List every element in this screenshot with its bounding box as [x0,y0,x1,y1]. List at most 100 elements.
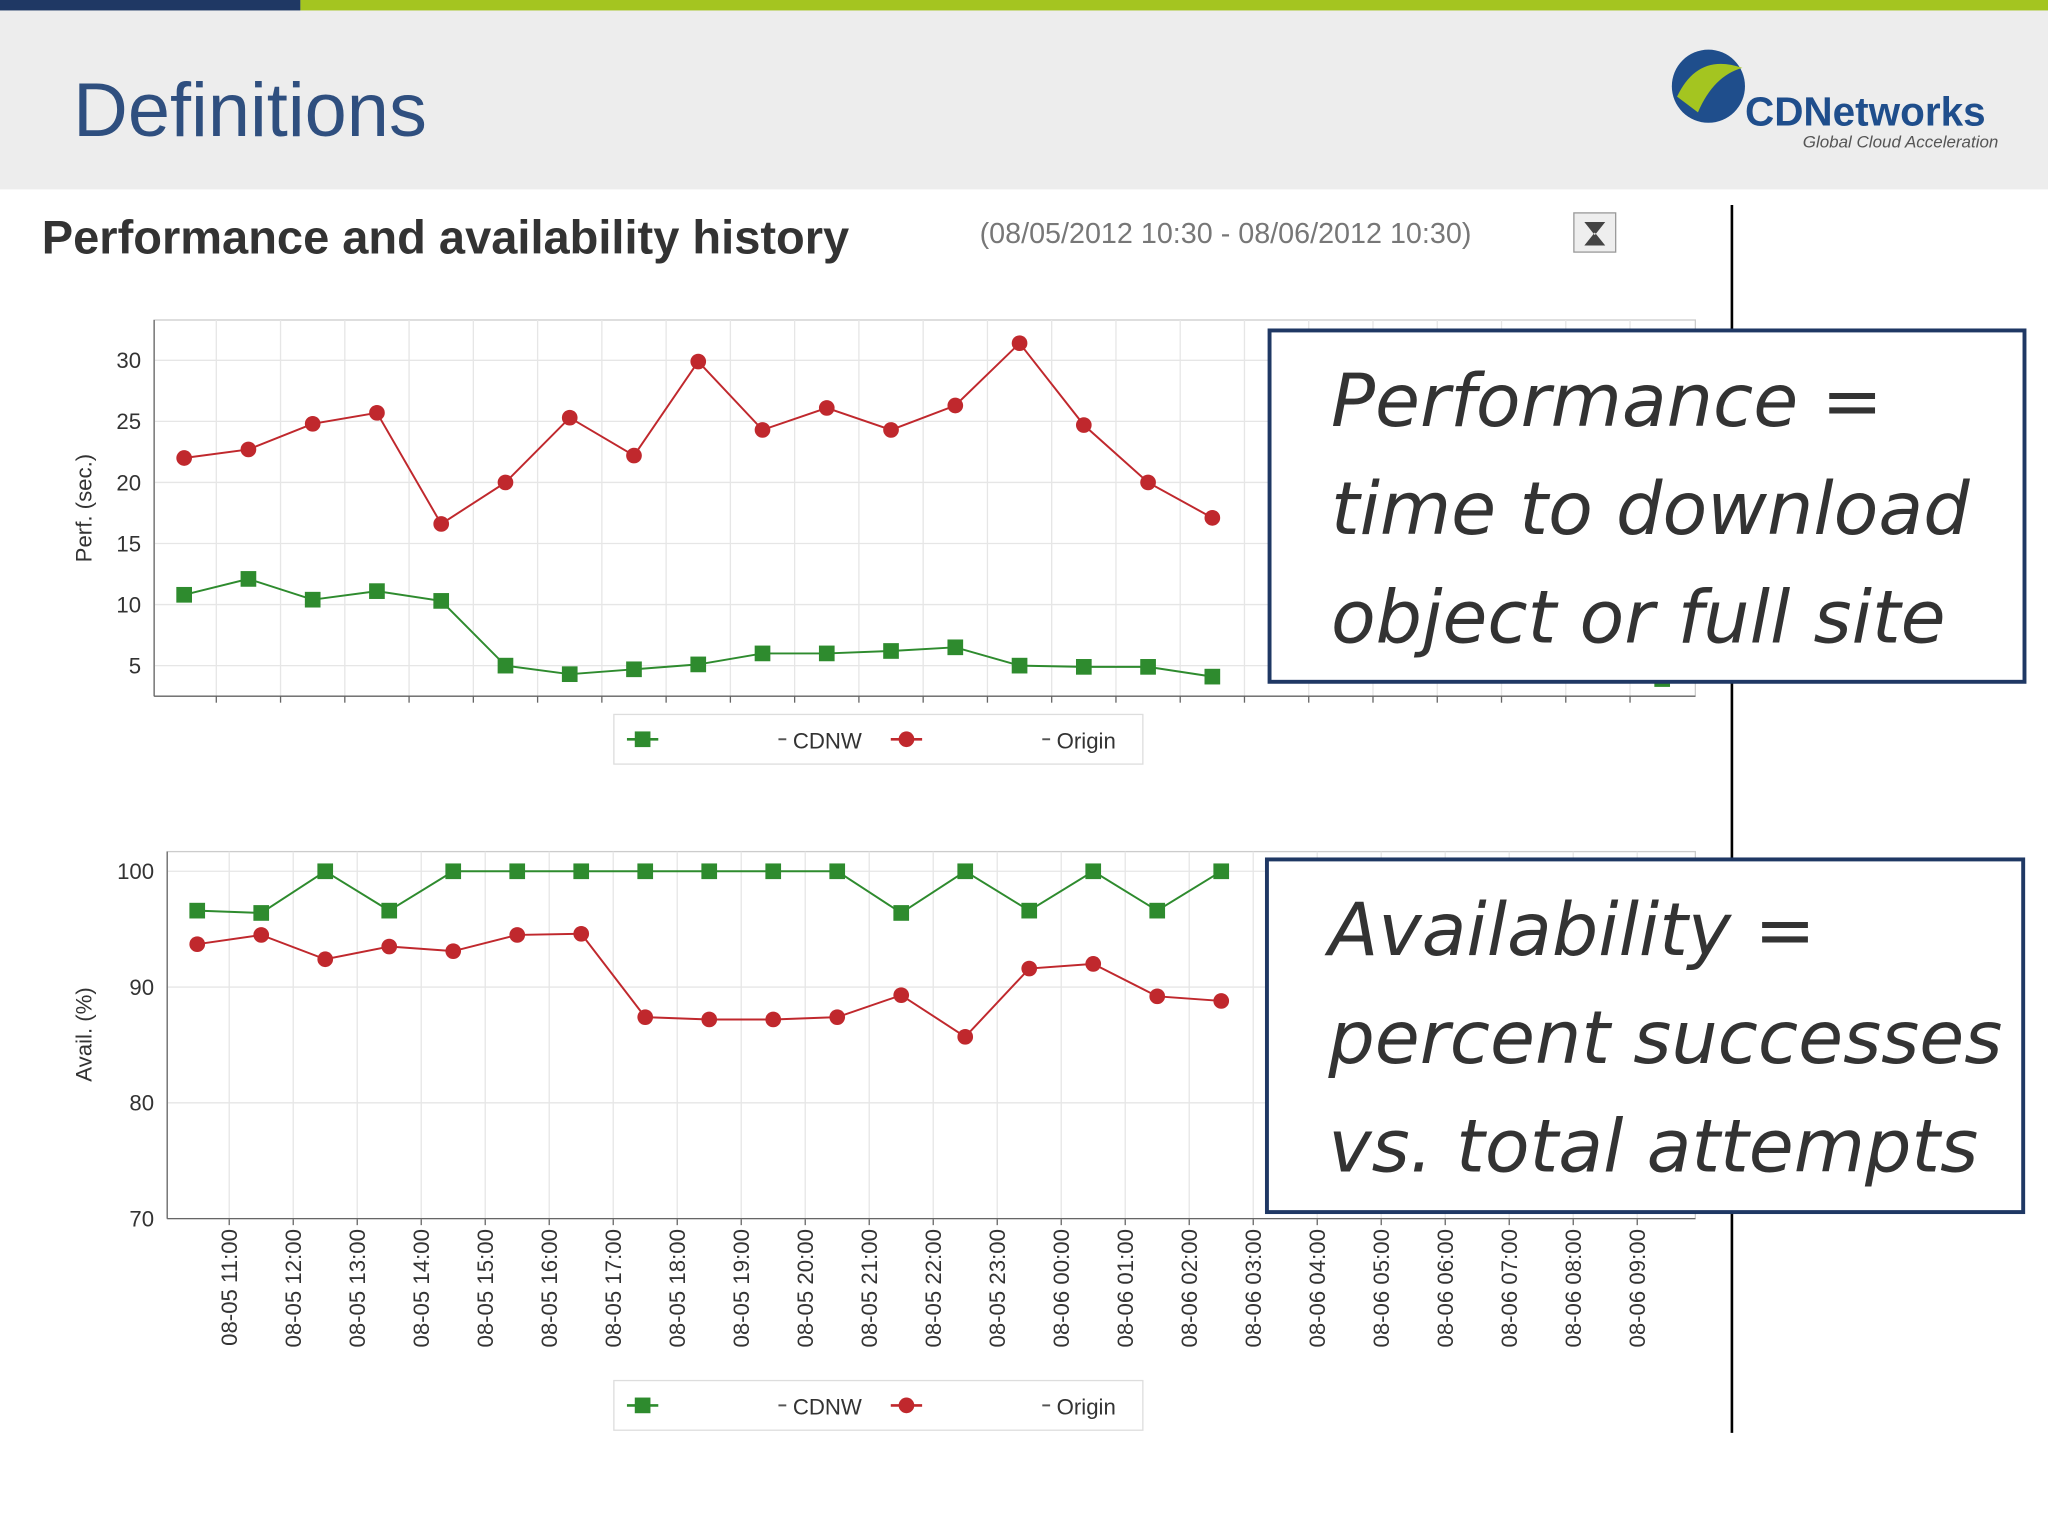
x-tick-label: 08-05 23:00 [985,1229,1010,1347]
point [637,863,654,880]
point [240,441,257,458]
point [1075,417,1092,433]
x-tick-label: 08-06 02:00 [1177,1229,1202,1347]
y-tick-label: 25 [116,409,141,434]
point [1085,863,1102,880]
y-tick-label: 90 [129,975,154,1000]
point [240,571,257,587]
y-tick-label: 80 [129,1091,154,1116]
x-tick-label: 08-05 11:00 [217,1229,242,1346]
point [189,936,206,953]
point [690,353,707,370]
y-tick-label: 70 [129,1206,154,1231]
x-tick-label: 08-05 14:00 [409,1229,434,1347]
point [690,656,707,673]
x-tick-label: 08-05 20:00 [793,1229,818,1347]
point [754,645,771,662]
point [1204,510,1221,526]
point [445,943,462,959]
point [561,666,578,683]
point [1085,956,1102,972]
point [381,938,398,955]
point [369,404,385,421]
legend-box [613,713,1144,765]
legend-label: CDNW [793,1395,862,1420]
x-tick-label: 08-05 15:00 [473,1229,498,1347]
top-bar-dark [0,0,301,11]
point [765,863,782,880]
point [317,951,334,968]
panel-range: (08/05/2012 10:30 - 08/06/2012 10:30) [980,218,1472,250]
y-axis-label: Avail. (%) [71,987,96,1082]
point [829,863,846,880]
logo-swirl-leaf [1677,63,1743,113]
point [957,1029,974,1045]
y-tick-label: 30 [116,348,141,373]
x-tick-label: 08-05 17:00 [601,1229,626,1347]
point [1149,988,1166,1005]
point [509,927,526,943]
callout-text: time to download [1331,467,1970,552]
point [176,586,192,603]
top-bar-green [300,0,2048,11]
x-tick-label: 08-06 09:00 [1625,1229,1650,1347]
point [765,1011,782,1028]
x-tick-label: 08-05 22:00 [921,1229,946,1347]
point [1021,960,1038,977]
point [947,397,964,414]
point [634,1397,651,1414]
export-icon-glyph [1584,222,1606,246]
legend-label: Origin [1057,728,1116,753]
point [754,422,771,438]
point [818,400,835,416]
point [1213,993,1230,1009]
point [176,450,192,466]
x-tick-label: 08-06 00:00 [1049,1229,1074,1347]
callout-text: Availability = [1324,888,1815,973]
point [253,905,270,921]
point [883,643,899,659]
point [1204,668,1221,685]
point [637,1009,654,1025]
callout-text: object or full site [1331,576,1946,661]
point [1140,474,1156,491]
point [626,447,642,464]
point [381,902,398,919]
point [898,731,915,748]
y-axis-label: Perf. (sec.) [71,454,96,562]
logo-tagline: Global Cloud Acceleration [1803,133,1999,152]
legend-label: CDNW [793,728,862,753]
panel-title: Performance and availability history [42,210,849,263]
point [893,905,910,921]
callout-text: percent successes [1327,996,2002,1081]
callout-text: vs. total attempts [1328,1105,1978,1190]
point [497,474,514,491]
x-tick-label: 08-05 19:00 [729,1229,754,1347]
point [893,987,910,1003]
point [626,661,642,678]
y-tick-label: 20 [116,470,141,495]
point [253,927,270,943]
point [1075,659,1092,675]
x-tick-label: 08-05 12:00 [281,1229,306,1347]
point [1213,863,1230,880]
point [701,863,718,880]
point [947,639,964,656]
point [1021,902,1038,919]
point [701,1011,718,1028]
point [304,415,321,432]
point [573,863,590,880]
callouts: Performance = time to download object or f… [1264,328,2027,1215]
point [1011,335,1028,352]
logo-name: CDNetworks [1745,88,1986,134]
x-tick-label: 08-06 08:00 [1561,1229,1586,1347]
y-tick-label: 15 [116,531,141,556]
point [561,409,578,426]
y-tick-label: 5 [129,653,141,678]
export-icon[interactable] [1573,212,1617,253]
point [1140,659,1156,675]
x-tick-label: 08-05 16:00 [537,1229,562,1347]
point [369,583,385,599]
